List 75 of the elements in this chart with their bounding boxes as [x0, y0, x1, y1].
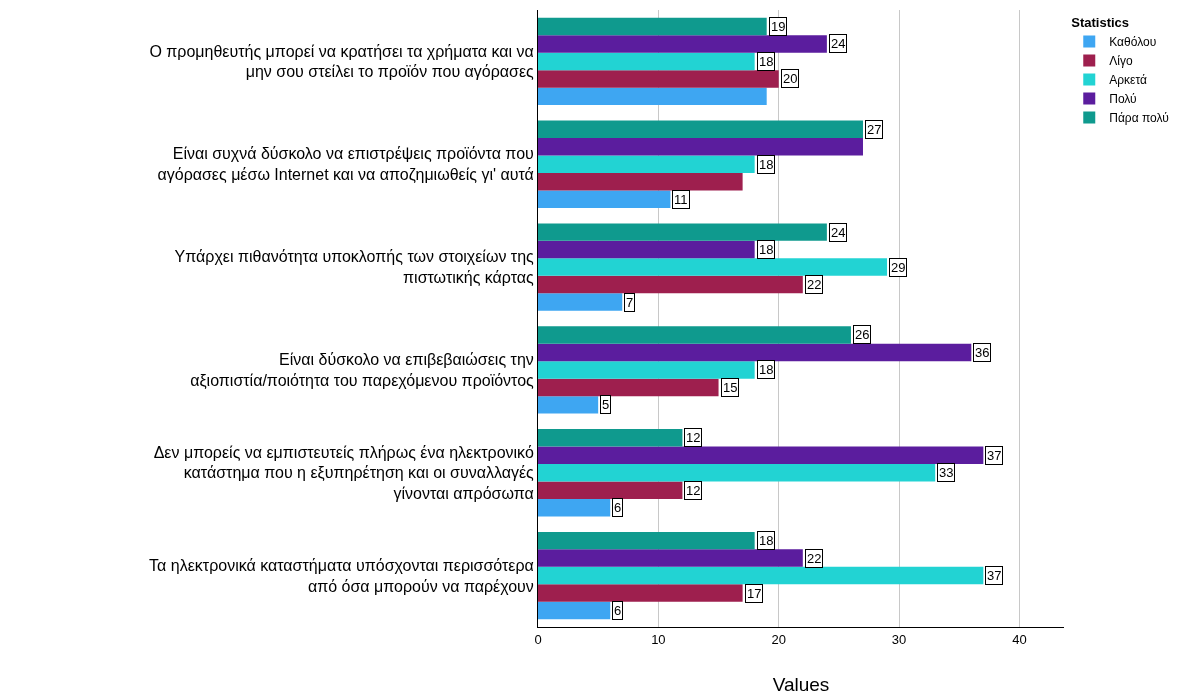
bar — [538, 549, 803, 567]
legend-label: Πάρα πολύ — [1109, 111, 1169, 126]
legend-label: Λίγο — [1109, 54, 1133, 69]
x-axis-title: Values — [772, 674, 830, 695]
data-label: 36 — [975, 345, 990, 360]
x-tick-label: 30 — [891, 631, 907, 647]
y-tick-label: Είναι δύσκολο να επιβεβαιώσεις την αξιοπιστία/ποιότητα του παρεχόμενου προϊόντος — [190, 351, 535, 390]
data-label: 24 — [831, 36, 846, 51]
x-tick-label: 40 — [1012, 631, 1027, 647]
data-label: 18 — [759, 157, 774, 172]
bar — [538, 155, 755, 173]
data-label: 26 — [855, 327, 870, 342]
bar — [538, 584, 743, 602]
bar — [538, 35, 827, 53]
bar — [538, 361, 755, 379]
bar — [538, 17, 767, 36]
bar — [538, 531, 755, 550]
data-label: 6 — [614, 603, 622, 618]
data-label: 22 — [807, 551, 822, 566]
y-tick-label: Τα ηλεκτρονικά καταστήματα υπόσχονται περισσότερα από όσα μπορούν να παρέχουν — [149, 556, 534, 595]
data-label: 18 — [759, 533, 774, 548]
bar — [538, 70, 779, 88]
bar — [538, 223, 827, 241]
bar — [538, 172, 743, 191]
bar — [538, 138, 863, 156]
bar — [538, 481, 683, 499]
bar — [538, 446, 984, 465]
x-tick-label: 10 — [651, 631, 666, 647]
bar — [538, 87, 767, 106]
data-label: 37 — [987, 568, 1002, 583]
legend-label: Καθόλου — [1109, 35, 1157, 50]
bar — [538, 464, 936, 482]
bar — [538, 52, 755, 71]
data-label: 17 — [747, 586, 762, 601]
bar — [538, 240, 755, 259]
bar — [538, 396, 599, 414]
data-label: 7 — [626, 295, 634, 310]
data-label: 12 — [686, 483, 701, 498]
data-label: 37 — [987, 448, 1002, 463]
data-label: 5 — [602, 397, 610, 412]
data-label: 27 — [867, 122, 882, 137]
data-label: 20 — [783, 71, 798, 86]
bar — [538, 190, 671, 208]
bar — [538, 258, 888, 276]
legend-label: Πολύ — [1109, 92, 1137, 107]
bar — [538, 378, 719, 397]
legend-label: Αρκετά — [1109, 73, 1148, 88]
bar — [538, 293, 623, 311]
bar — [538, 275, 803, 294]
data-label: 18 — [759, 242, 774, 257]
bar — [538, 498, 611, 517]
bar — [538, 326, 851, 344]
data-label: 19 — [771, 19, 786, 34]
x-tick-label: 20 — [771, 631, 786, 647]
x-tick-label: 0 — [534, 631, 542, 647]
bar — [538, 120, 863, 139]
data-label: 22 — [807, 277, 822, 292]
y-tick-label: Είναι συχνά δύσκολο να επιστρέψεις προϊόντα που αγόρασες μέσω Internet και να αποζημιωθείς γι' αυτά — [157, 145, 534, 185]
data-label: 24 — [831, 225, 846, 240]
data-label: 11 — [674, 192, 688, 207]
data-label: 15 — [723, 380, 738, 395]
legend-title: Statistics — [1071, 14, 1130, 30]
y-tick-label: Ο προμηθευτής μπορεί να κρατήσει τα χρήματα και να μην σου στείλει το προϊόν που αγόρασες — [149, 42, 535, 81]
bar — [538, 343, 972, 362]
bar — [538, 566, 984, 585]
data-label: 18 — [759, 362, 774, 377]
bar — [538, 429, 683, 447]
y-tick-label: Δεν μπορείς να εμπιστευτείς πλήρως ένα ηλεκτρονικό κατάστημα που η εξυπηρέτηση και οι συναλλαγές γίνονται απρόσωπα — [153, 443, 535, 503]
bar — [538, 601, 611, 620]
y-tick-label: Υπάρχει πιθανότητα υποκλοπής των στοιχείων της πιστωτικής κάρτας — [174, 248, 535, 287]
data-label: 12 — [686, 430, 701, 445]
data-label: 33 — [939, 465, 954, 480]
data-label: 6 — [614, 500, 622, 515]
data-label: 29 — [891, 260, 906, 275]
data-label: 18 — [759, 54, 774, 69]
